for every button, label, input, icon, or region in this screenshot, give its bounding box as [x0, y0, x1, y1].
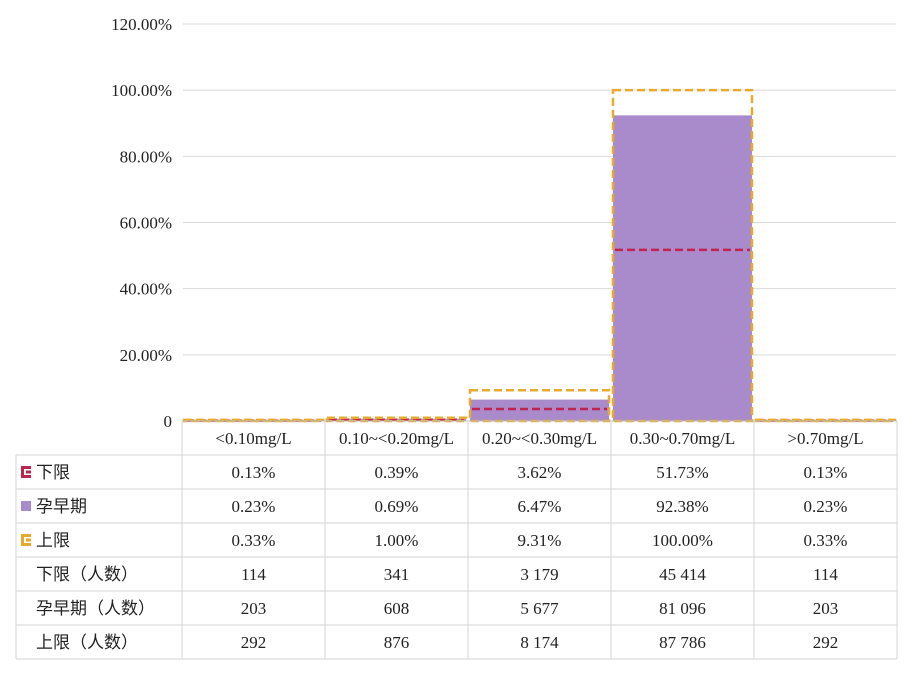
bar-upper-0-30-0-70mg-l	[611, 88, 754, 423]
table-row-label: 下限（人数）	[36, 565, 138, 584]
table-cell: 114	[813, 565, 838, 584]
data-table: <0.10mg/L 0.10~<0.20mg/L 0.20~<0.30mg/L 0.3…	[15, 420, 898, 660]
table-cell: 0.33%	[804, 531, 848, 550]
table-cell: 341	[384, 565, 410, 584]
table-cell: 0.13%	[804, 463, 848, 482]
table-row-label: 上限	[36, 531, 70, 550]
y-tick-label: 80.00%	[120, 147, 172, 166]
table-row-label: 上限（人数）	[36, 633, 138, 652]
y-axis: 0 20.00% 40.00% 60.00% 80.00% 100.00% 120.00%	[111, 15, 172, 431]
table-cell: 81 096	[659, 599, 706, 618]
table-cell: 87 786	[659, 633, 706, 652]
table-cell: 9.31%	[518, 531, 562, 550]
table-cell: 5 677	[520, 599, 559, 618]
table-cell: 1.00%	[375, 531, 419, 550]
bar-main-0-30-0-70mg-l	[613, 115, 752, 422]
y-tick-label: 40.00%	[120, 280, 172, 299]
table-cell: 0.39%	[375, 463, 419, 482]
legend-marker-main	[21, 501, 31, 511]
bar-upper-0-20-0-30mg-l	[468, 388, 611, 423]
x-tick-label: >0.70mg/L	[787, 429, 863, 448]
y-tick-label: 60.00%	[120, 214, 172, 233]
legend-marker-lower	[21, 466, 31, 478]
y-tick-label: 0	[164, 412, 173, 431]
table-cell: 45 414	[659, 565, 706, 584]
table-cell: 0.23%	[232, 497, 276, 516]
table-cell: 114	[241, 565, 266, 584]
y-tick-label: 100.00%	[111, 81, 172, 100]
table-cell: 203	[813, 599, 839, 618]
x-tick-label: 0.10~<0.20mg/L	[339, 429, 454, 448]
table-cell: 6.47%	[518, 497, 562, 516]
gridlines	[183, 23, 896, 356]
table-cell: 100.00%	[652, 531, 713, 550]
x-tick-label: 0.30~0.70mg/L	[630, 429, 736, 448]
table-row-label: 孕早期	[36, 497, 87, 516]
table-cell: 292	[241, 633, 267, 652]
x-tick-label: 0.20~<0.30mg/L	[482, 429, 597, 448]
table-cell: 608	[384, 599, 410, 618]
y-tick-label: 120.00%	[111, 15, 172, 34]
table-cell: 0.23%	[804, 497, 848, 516]
table-row-label: 孕早期（人数）	[36, 599, 155, 618]
table-cell: 0.69%	[375, 497, 419, 516]
table-cell: 3.62%	[518, 463, 562, 482]
y-tick-label: 20.00%	[120, 346, 172, 365]
table-cell: 203	[241, 599, 267, 618]
table-cell: 92.38%	[656, 497, 708, 516]
table-cell: 3 179	[520, 565, 558, 584]
x-tick-label: <0.10mg/L	[215, 429, 291, 448]
table-row-label: 下限	[36, 463, 70, 482]
table-cell: 51.73%	[656, 463, 708, 482]
bar-main-0-20-0-30mg-l	[470, 399, 609, 421]
table-cell: 0.13%	[232, 463, 276, 482]
table-cell: 292	[813, 633, 839, 652]
table-cell: 876	[384, 633, 410, 652]
bars	[182, 88, 897, 423]
table-cell: 8 174	[520, 633, 559, 652]
table-cell: 0.33%	[232, 531, 276, 550]
legend-marker-upper	[21, 534, 31, 546]
